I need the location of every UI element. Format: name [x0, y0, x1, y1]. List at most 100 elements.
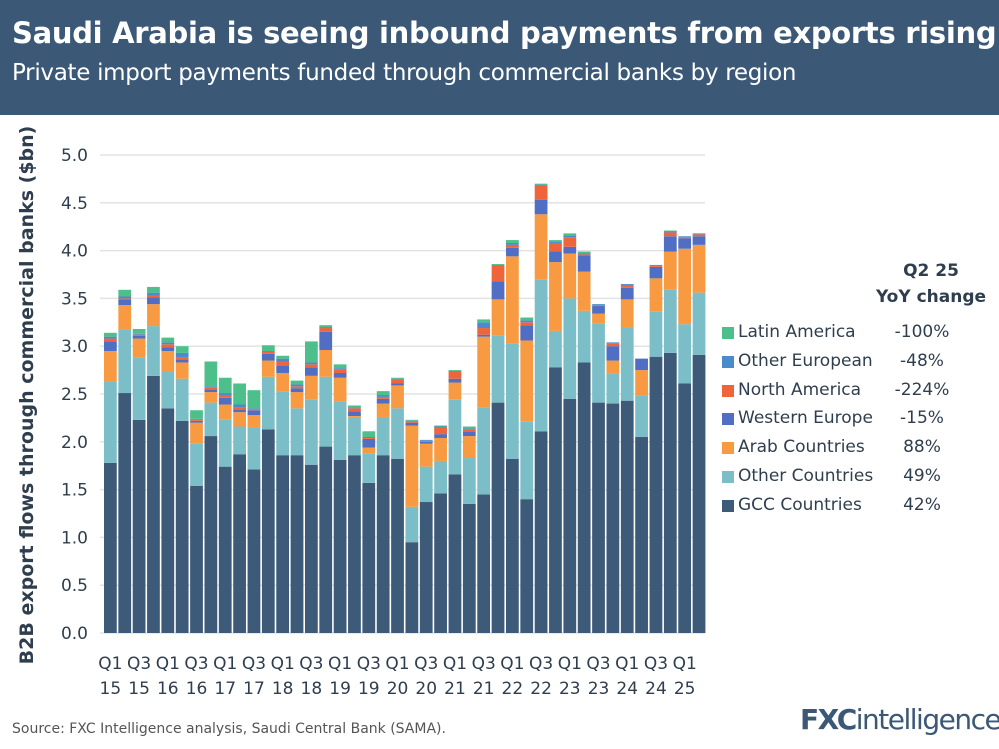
y-tick-label: 3.0 [61, 337, 88, 357]
bar-stack-Q4-16 [204, 361, 218, 633]
x-tick-quarter: Q3 [644, 654, 668, 674]
y-tick-label: 4.5 [61, 194, 88, 214]
x-tick-year: 19 [358, 679, 380, 699]
bar-segment-western-europe [592, 306, 605, 314]
bar-segment-north-america [362, 437, 376, 439]
bar-segment-other-european [448, 371, 462, 373]
bar-segment-other-european [104, 336, 117, 339]
bar-segment-other-countries [549, 330, 562, 368]
bar-segment-latin-america [376, 391, 390, 395]
x-tick-quarter: Q1 [213, 654, 237, 674]
legend-label: Other Countries [738, 466, 874, 486]
bar-segment-western-europe [104, 341, 117, 351]
bar-segment-other-countries [462, 458, 476, 504]
bar-stack-Q4-18 [319, 325, 333, 633]
bar-segment-other-countries [678, 324, 692, 384]
bar-segment-north-america [678, 237, 692, 239]
x-tick-quarter: Q3 [414, 654, 438, 674]
bar-segment-gcc-countries [635, 437, 648, 633]
x-tick-year: 20 [415, 679, 437, 699]
bar-segment-other-countries [218, 419, 232, 467]
bar-segment-north-america [247, 409, 261, 411]
bar-segment-other-european [376, 394, 390, 397]
bar-segment-north-america [348, 408, 361, 412]
bar-segment-gcc-countries [348, 455, 361, 633]
bar-stack-Q2-15 [118, 289, 132, 633]
bar-segment-other-european [305, 362, 318, 365]
legend-swatch [722, 499, 734, 512]
bar-segment-north-america [462, 429, 476, 432]
bar-segment-western-europe [118, 299, 132, 306]
bar-segment-western-europe [132, 335, 146, 339]
bar-stack-Q4-23 [606, 342, 620, 633]
bar-segment-arab-countries [190, 422, 203, 444]
bar-segment-western-europe [362, 438, 376, 448]
bar-segment-other-european [620, 284, 634, 286]
x-tick-year: 15 [128, 679, 150, 699]
bar-segment-other-european [175, 352, 189, 358]
bar-segment-other-european [692, 233, 706, 235]
bar-segment-gcc-countries [592, 402, 605, 633]
bar-segment-other-countries [391, 408, 404, 460]
bar-stack-Q4-17 [261, 345, 275, 633]
x-tick-quarter: Q1 [156, 654, 180, 674]
bar-segment-arab-countries [362, 447, 376, 454]
x-axis-ticks: Q115Q315Q116Q316Q117Q317Q118Q318Q119Q319… [98, 654, 696, 699]
bar-segment-latin-america [448, 370, 462, 372]
bar-segment-gcc-countries [333, 459, 347, 633]
bars [104, 183, 706, 633]
bar-segment-arab-countries [218, 404, 232, 420]
bar-segment-western-europe [477, 334, 491, 337]
bar-segment-western-europe [563, 246, 577, 254]
bar-segment-other-european [678, 236, 692, 238]
bar-segment-arab-countries [549, 262, 562, 331]
bar-segment-gcc-countries [376, 455, 390, 633]
bar-segment-gcc-countries [448, 474, 462, 633]
bar-stack-Q3-15 [132, 328, 146, 633]
x-tick-quarter: Q3 [127, 654, 151, 674]
bar-segment-other-countries [104, 381, 117, 463]
bar-segment-gcc-countries [434, 493, 447, 633]
bar-segment-gcc-countries [247, 469, 261, 633]
x-tick-quarter: Q3 [184, 654, 208, 674]
x-tick-quarter: Q1 [443, 654, 467, 674]
bar-segment-other-european [577, 253, 591, 255]
bar-segment-western-europe [520, 325, 534, 341]
y-tick-label: 4.0 [61, 242, 88, 262]
bar-segment-north-america [520, 322, 534, 326]
bar-segment-other-countries [405, 506, 419, 543]
bar-stack-Q3-19 [362, 431, 376, 633]
legend-yoy-value: 42% [903, 494, 941, 515]
bar-stack-Q1-25 [678, 236, 692, 633]
bar-segment-latin-america [190, 410, 203, 419]
bar-segment-arab-countries [261, 360, 275, 377]
bar-segment-other-european [462, 428, 476, 430]
y-axis-label: B2B export flows through commercial bank… [16, 126, 38, 665]
bar-segment-other-countries [276, 391, 290, 456]
legend-label: GCC Countries [738, 494, 862, 515]
bar-segment-north-america [104, 338, 117, 342]
bar-segment-other-european [276, 358, 290, 362]
bar-segment-other-countries [190, 443, 203, 486]
x-tick-year: 17 [214, 679, 236, 699]
bar-segment-arab-countries [391, 385, 404, 409]
bar-segment-western-europe [261, 353, 275, 361]
bar-segment-latin-america [333, 364, 347, 369]
bar-stack-Q1-16 [161, 337, 175, 633]
bar-stack-Q3-21 [477, 319, 491, 633]
bar-segment-other-countries [362, 453, 376, 483]
bar-segment-north-america [448, 372, 462, 379]
bar-segment-gcc-countries [491, 402, 505, 633]
bar-segment-north-america [577, 254, 591, 256]
bar-segment-north-america [161, 344, 175, 348]
bar-segment-western-europe [549, 251, 562, 263]
bar-segment-north-america [405, 421, 419, 423]
header-banner: Saudi Arabia is seeing inbound payments … [0, 0, 999, 115]
bar-segment-other-countries [563, 298, 577, 399]
legend-swatch [722, 327, 734, 339]
bar-stack-Q2-16 [175, 346, 189, 633]
x-tick-quarter: Q3 [299, 654, 323, 674]
bar-stack-Q4-19 [376, 391, 390, 633]
legend-label: Latin America [738, 322, 856, 342]
bar-segment-other-countries [132, 357, 146, 420]
